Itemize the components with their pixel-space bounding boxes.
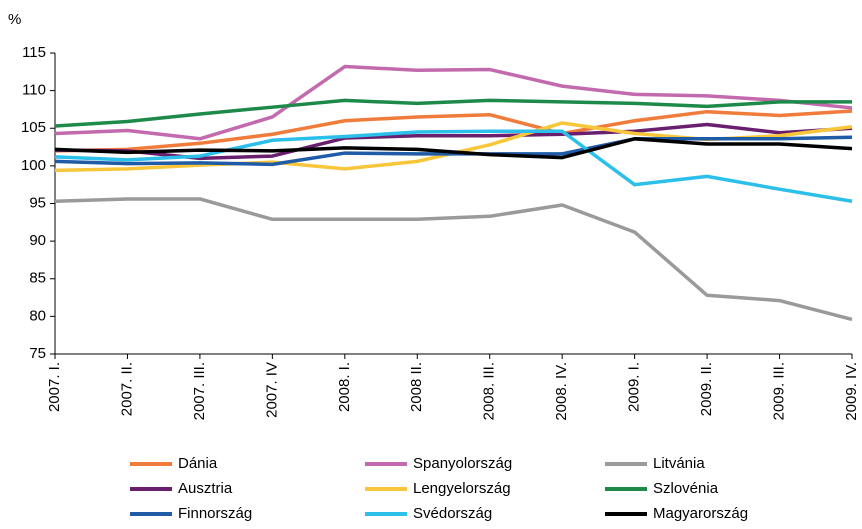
x-tick-label: 2007. II. (118, 362, 135, 416)
x-tick-label: 2009. I. (626, 362, 643, 412)
legend-label: Ausztria (178, 480, 233, 497)
x-tick-label: 2008. III. (481, 362, 498, 420)
y-tick-label: 105 (21, 119, 46, 136)
x-tick-label: 2008. IV. (553, 362, 570, 421)
series-line (54, 135, 853, 167)
series-line (54, 109, 853, 153)
y-tick-label: 90 (29, 232, 46, 249)
y-tick-label: 115 (22, 44, 46, 61)
legend-label: Litvánia (653, 455, 705, 472)
y-axis-label: % (8, 11, 21, 28)
x-tick-label: 2007. III. (191, 362, 208, 420)
legend-label: Svédország (413, 505, 492, 522)
legend-label: Finnország (178, 505, 252, 522)
legend-label: Spanyolország (413, 455, 512, 472)
y-tick-label: 75 (29, 345, 46, 362)
legend-label: Szlovénia (653, 480, 719, 497)
series-line (54, 64, 853, 141)
x-tick-label: 2009. II. (698, 362, 715, 416)
y-tick-label: 95 (29, 194, 46, 211)
x-tick-label: 2008 II. (408, 362, 425, 412)
y-tick-label: 80 (29, 307, 46, 324)
series-line (54, 98, 852, 128)
x-tick-label: 2007. I. (46, 362, 63, 412)
legend-label: Dánia (178, 455, 218, 472)
legend-label: Lengyelország (413, 480, 511, 497)
y-tick-label: 100 (21, 157, 46, 174)
y-tick-label: 110 (22, 82, 46, 99)
legend-label: Magyarország (653, 505, 748, 522)
x-tick-label: 2007. IV (263, 362, 280, 418)
x-tick-label: 2008. I. (336, 362, 353, 412)
series-line (54, 137, 853, 160)
y-tick-label: 85 (29, 270, 46, 287)
x-tick-label: 2009. III. (771, 362, 788, 420)
series-line (54, 129, 853, 203)
series-line (54, 197, 853, 322)
x-tick-label: 2009. IV. (843, 362, 860, 421)
